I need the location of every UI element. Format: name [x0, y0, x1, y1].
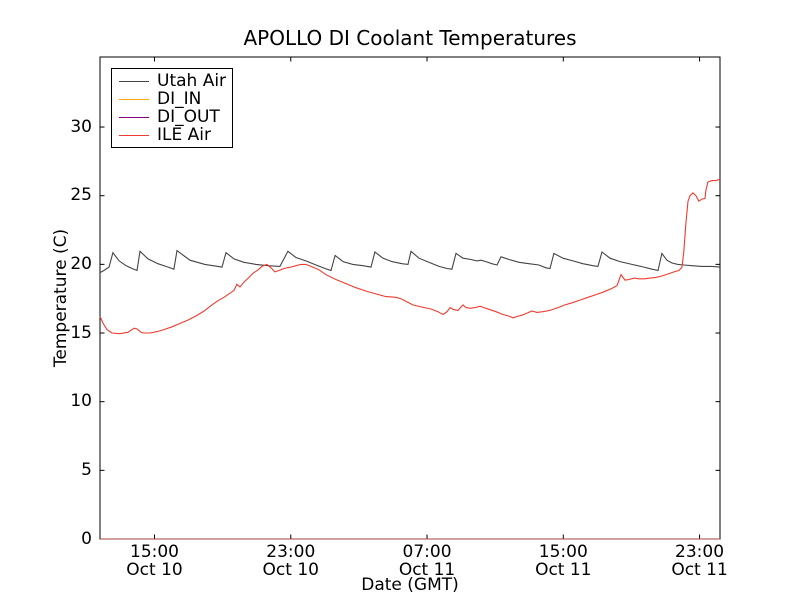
legend-item: ILE Air	[119, 126, 226, 144]
series-line-utah-air	[99, 249, 721, 274]
x-tick-date: Oct 11	[535, 559, 592, 580]
x-tick-date: Oct 10	[126, 559, 183, 580]
y-tick-label: 30	[70, 116, 92, 137]
x-axis-label: Date (GMT)	[361, 575, 459, 595]
legend-item-label: ILE Air	[157, 125, 211, 145]
legend-item: DI_IN	[119, 90, 226, 108]
y-tick-label: 5	[81, 459, 92, 480]
x-tick-label: 23:00 Oct 11	[650, 542, 750, 580]
x-tick-time: 15:00	[130, 542, 179, 562]
y-tick-label: 20	[70, 253, 92, 274]
legend-item-label: Utah Air	[157, 71, 227, 91]
x-tick-date: Oct 11	[398, 559, 456, 580]
legend-line-sample	[119, 98, 149, 100]
y-tick-label: 25	[70, 185, 92, 206]
x-tick-label: 07:00 Oct 11	[377, 542, 477, 580]
y-axis-label: Temperature (C)	[51, 228, 71, 368]
x-tick-time: 23:00	[266, 542, 316, 562]
series-line-ile-air	[99, 178, 721, 335]
x-tick-label: 15:00 Oct 11	[513, 542, 613, 580]
legend-item: DI_OUT	[119, 108, 226, 126]
y-tick-label: 10	[70, 391, 92, 412]
x-tick-time: 23:00	[675, 542, 725, 562]
legend-line-sample	[119, 116, 149, 118]
x-tick-time: 15:00	[538, 542, 588, 562]
legend-line-sample	[119, 134, 149, 136]
x-tick-date: Oct 10	[262, 559, 319, 580]
legend-line-sample	[119, 80, 149, 82]
x-tick-label: 23:00 Oct 10	[241, 542, 341, 580]
legend: Utah Air DI_IN DI_OUT ILE Air	[111, 68, 234, 148]
legend-item: Utah Air	[119, 72, 226, 90]
y-tick-label: 15	[70, 322, 92, 343]
x-tick-date: Oct 11	[671, 559, 728, 580]
x-tick-label: 15:00 Oct 10	[105, 542, 205, 580]
y-tick-label: 0	[81, 528, 92, 549]
legend-item-label: DI_IN	[157, 89, 202, 109]
x-tick-time: 07:00	[402, 542, 452, 562]
legend-item-label: DI_OUT	[157, 107, 220, 127]
chart-title: APOLLO DI Coolant Temperatures	[243, 26, 577, 50]
